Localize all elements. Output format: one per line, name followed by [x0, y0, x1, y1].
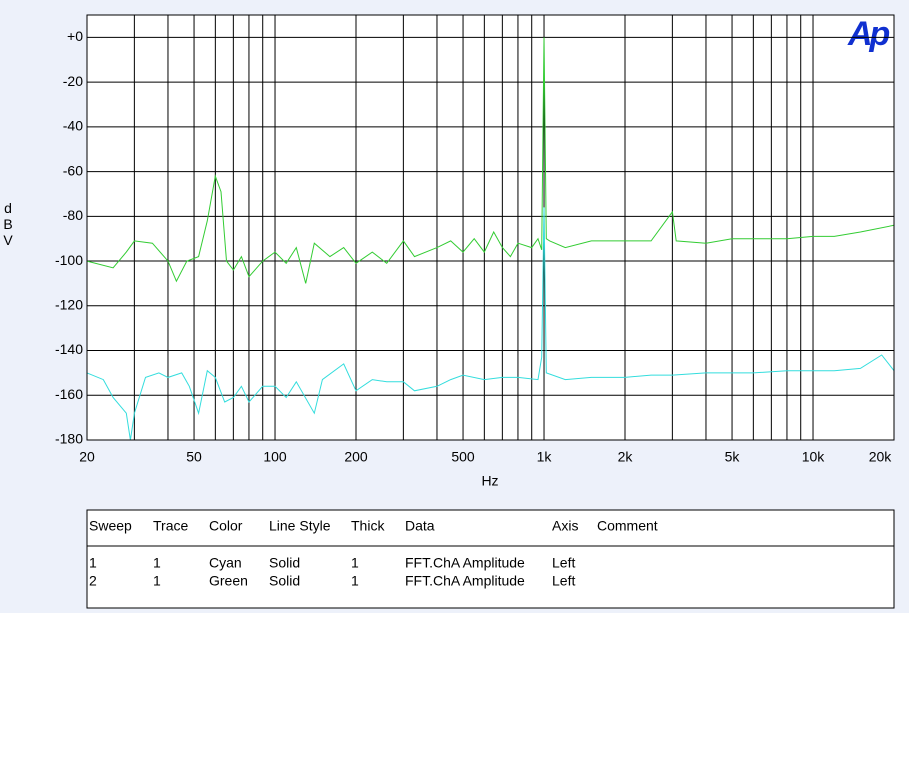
- y-tick-label: -100: [55, 252, 83, 268]
- table-cell: FFT.ChA Amplitude: [405, 573, 525, 589]
- y-tick-label: -140: [55, 341, 83, 357]
- y-axis-label: dBV: [3, 200, 13, 248]
- y-tick-label: -180: [55, 431, 83, 447]
- table-cell: Cyan: [209, 555, 242, 571]
- x-tick-label: 100: [263, 449, 287, 465]
- table-cell: FFT.ChA Amplitude: [405, 555, 525, 571]
- table-cell: Solid: [269, 555, 300, 571]
- table-cell: Solid: [269, 573, 300, 589]
- legend-table: [86, 509, 895, 609]
- table-header: Line Style: [269, 518, 331, 534]
- table-cell: Left: [552, 555, 575, 571]
- x-tick-label: 20: [79, 449, 95, 465]
- x-tick-label: 10k: [802, 449, 826, 465]
- table-header: Comment: [597, 518, 658, 534]
- y-tick-label: -20: [63, 73, 83, 89]
- series-line: [86, 37, 895, 284]
- y-tick-label: -60: [63, 162, 83, 178]
- plot-area: [86, 14, 895, 441]
- x-tick-label: 5k: [725, 449, 741, 465]
- y-tick-label: -120: [55, 296, 83, 312]
- table-header: Color: [209, 518, 243, 534]
- x-tick-label: 500: [451, 449, 475, 465]
- x-axis-label: Hz: [481, 473, 498, 489]
- table-header: Thick: [351, 518, 385, 534]
- logo: Ap: [847, 15, 890, 53]
- x-tick-label: 50: [186, 449, 202, 465]
- y-tick-label: +0: [67, 28, 83, 44]
- table-header: Trace: [153, 518, 188, 534]
- y-tick-label: -40: [63, 118, 83, 134]
- table-cell: 2: [89, 573, 97, 589]
- table-header: Data: [405, 518, 435, 534]
- y-tick-label: -160: [55, 386, 83, 402]
- plot-border: [86, 14, 895, 441]
- x-tick-label: 2k: [618, 449, 634, 465]
- series-line: [86, 207, 895, 441]
- table-cell: Green: [209, 573, 248, 589]
- x-tick-label: 20k: [869, 449, 893, 465]
- table-cell: 1: [153, 573, 161, 589]
- y-tick-label: -80: [63, 207, 83, 223]
- x-tick-label: 200: [344, 449, 368, 465]
- x-tick-label: 1k: [537, 449, 553, 465]
- table-header: Sweep: [89, 518, 132, 534]
- table-cell: 1: [89, 555, 97, 571]
- table-cell: 1: [153, 555, 161, 571]
- table-header: Axis: [552, 518, 578, 534]
- table-cell: 1: [351, 555, 359, 571]
- table-cell: Left: [552, 573, 575, 589]
- table-cell: 1: [351, 573, 359, 589]
